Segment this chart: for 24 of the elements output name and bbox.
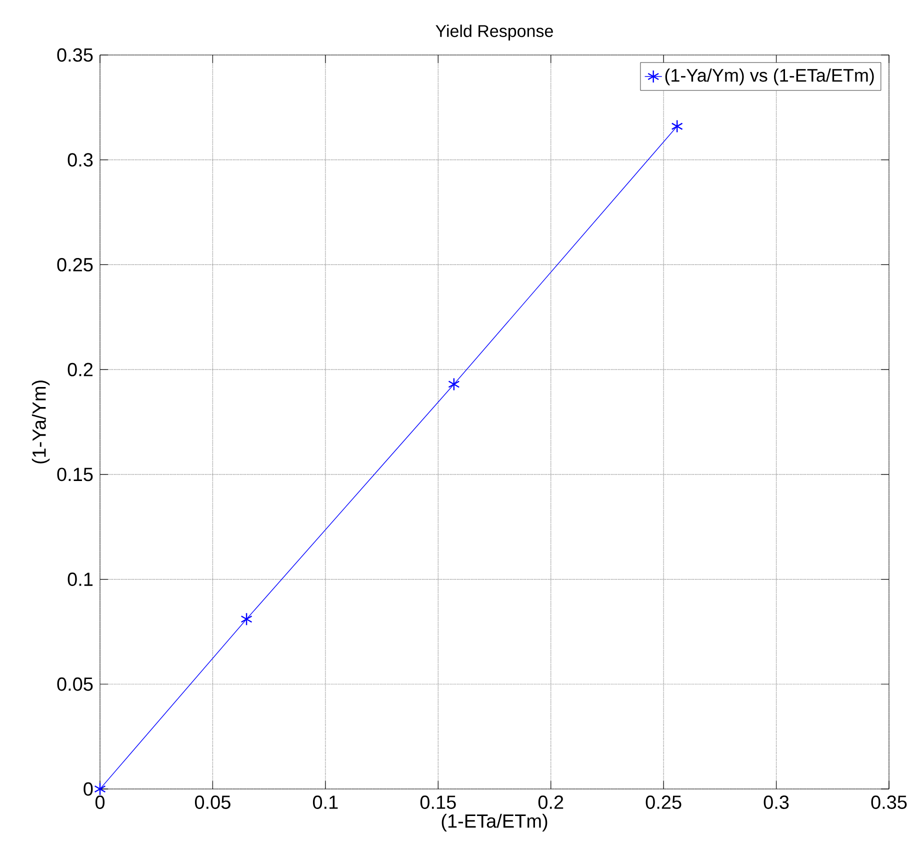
point — [448, 378, 460, 391]
x-tick-label: 0.1 — [312, 796, 338, 809]
y-tick-label: 0.3 — [68, 153, 93, 167]
y-tick-label: 0.15 — [57, 468, 93, 482]
point — [94, 782, 106, 796]
point — [671, 120, 683, 133]
x-tick-label: 0.15 — [420, 796, 456, 809]
x-axis-title: (1-ETa/ETm) — [442, 814, 548, 832]
x-tick-label: 0.05 — [194, 796, 230, 809]
y-axis-title: (1-Ya/Ym) — [32, 380, 50, 464]
chart-title: Yield Response — [436, 24, 553, 40]
point — [240, 612, 252, 626]
y-tick-label: 0.05 — [57, 677, 93, 691]
y-tick-label: 0.1 — [68, 572, 93, 586]
y-tick-label: 0.2 — [68, 362, 93, 376]
x-tick-label: 0.2 — [538, 796, 564, 809]
x-tick-label: 0.35 — [871, 796, 907, 809]
y-tick-label: 0.25 — [57, 258, 93, 272]
y-tick-label: 0.35 — [57, 48, 93, 62]
y-tick-label: 0 — [84, 782, 93, 796]
x-tick-label: 0.25 — [646, 796, 682, 809]
x-tick-label: 0 — [95, 796, 105, 809]
x-tick-label: 0.3 — [764, 796, 789, 809]
legend-label: (1-Ya/Ym) vs (1-ETa/ETm) — [665, 68, 874, 86]
